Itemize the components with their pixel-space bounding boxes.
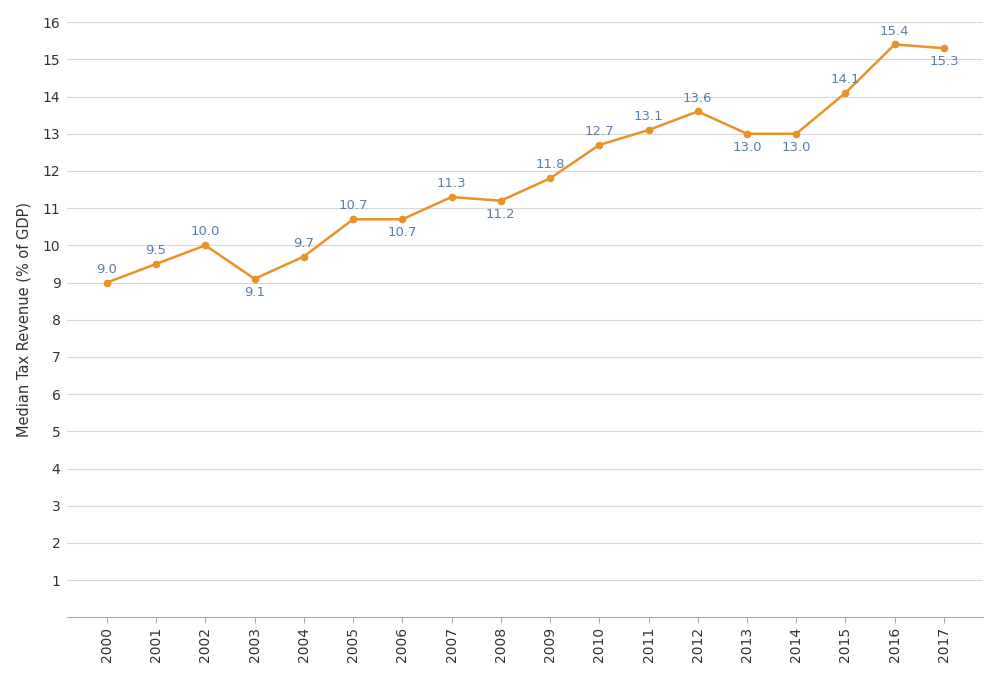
Text: 14.1: 14.1 [831,73,860,86]
Text: 10.7: 10.7 [388,226,417,239]
Text: 13.6: 13.6 [683,92,712,105]
Text: 13.0: 13.0 [732,141,762,153]
Text: 11.8: 11.8 [535,158,565,172]
Text: 9.5: 9.5 [146,244,167,257]
Text: 9.1: 9.1 [244,286,265,299]
Text: 15.3: 15.3 [929,55,959,68]
Text: 13.1: 13.1 [634,110,663,123]
Text: 10.7: 10.7 [338,200,368,213]
Text: 12.7: 12.7 [584,125,614,138]
Text: 15.4: 15.4 [880,24,909,37]
Text: 13.0: 13.0 [781,141,811,153]
Text: 9.0: 9.0 [96,263,117,276]
Text: 11.2: 11.2 [486,208,516,221]
Text: 10.0: 10.0 [191,225,220,238]
Text: 9.7: 9.7 [293,236,314,250]
Text: 11.3: 11.3 [437,177,466,190]
Y-axis label: Median Tax Revenue (% of GDP): Median Tax Revenue (% of GDP) [17,202,32,437]
